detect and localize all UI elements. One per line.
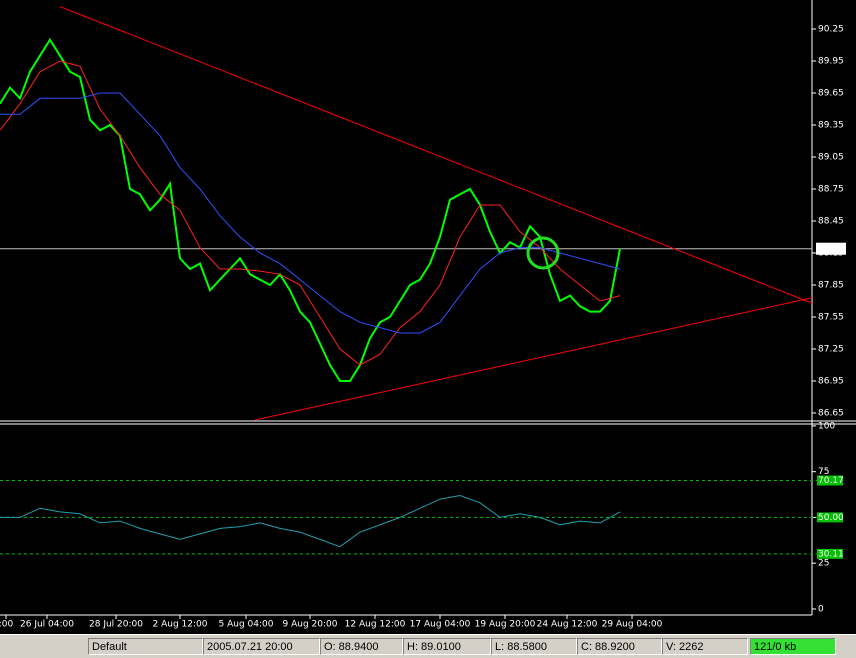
x-tick-label: 24 Aug 12:00 — [537, 620, 598, 630]
status-cell: L: 88.5800 — [491, 638, 577, 655]
status-cell: C: 88.9200 — [577, 638, 662, 655]
y-tick-label: 90.25 — [818, 25, 844, 35]
level-label: 50.00 — [818, 513, 844, 523]
series-line — [254, 297, 813, 421]
x-tick-label: 12 Aug 12:00 — [345, 620, 406, 630]
y-tick-label: 88.75 — [818, 184, 844, 194]
y-tick-label: 86.95 — [818, 376, 844, 386]
x-tick-label: 9 Aug 20:00 — [283, 620, 338, 630]
status-cell: V: 2262 — [662, 638, 748, 655]
y-tick-label: 75 — [818, 467, 829, 477]
x-tick-label: 26 Jul 04:00 — [20, 620, 74, 630]
status-bar: Default 2005.07.21 20:00 O: 88.9400 H: 89.0… — [0, 634, 856, 658]
y-tick-label: 25 — [818, 559, 829, 569]
y-tick-label: 89.35 — [818, 120, 844, 130]
y-tick-label: 0 — [818, 604, 824, 614]
x-tick-label: 17 Aug 04:00 — [410, 620, 471, 630]
y-tick-label: 87.55 — [818, 312, 844, 322]
chart-window: 90.2589.9589.6589.3589.0588.7588.4588.15… — [0, 0, 856, 630]
series-line — [0, 60, 621, 366]
series-line — [0, 494, 621, 548]
x-tick-label: 19 Aug 20:00 — [475, 620, 536, 630]
current-price-box — [816, 242, 846, 255]
x-tick-label: 29 Aug 04:00 — [602, 620, 663, 630]
level-label: 70.17 — [818, 476, 844, 486]
y-tick-label: 100 — [818, 421, 835, 431]
series-line — [59, 6, 813, 304]
y-tick-label: 89.05 — [818, 152, 844, 162]
highlight-circle — [526, 236, 560, 270]
level-label-box — [817, 475, 843, 486]
x-tick-label: 28 Jul 20:00 — [89, 620, 143, 630]
status-cell: 121/0 kb — [750, 638, 836, 655]
y-tick-label: 87.25 — [818, 344, 844, 354]
y-tick-label: 89.95 — [818, 57, 844, 67]
status-cell: O: 88.9400 — [320, 638, 403, 655]
level-label-box — [817, 512, 843, 523]
y-tick-label: 88.45 — [818, 216, 844, 226]
level-label-box — [817, 548, 843, 559]
status-cell: H: 89.0100 — [403, 638, 491, 655]
x-tick-label: 5 Aug 04:00 — [219, 620, 274, 630]
y-tick-label: 86.65 — [818, 408, 844, 418]
status-cell: Default — [88, 638, 203, 655]
current-price-label: 88.19 — [818, 244, 844, 254]
y-tick-label: 89.65 — [818, 89, 844, 99]
series-line — [0, 92, 621, 334]
level-label: 30.11 — [818, 549, 844, 559]
series-line — [0, 37, 621, 382]
x-tick-label: :00 — [0, 620, 14, 630]
y-tick-label: 87.85 — [818, 280, 844, 290]
x-tick-label: 2 Aug 12:00 — [153, 620, 208, 630]
status-cell: 2005.07.21 20:00 — [203, 638, 320, 655]
